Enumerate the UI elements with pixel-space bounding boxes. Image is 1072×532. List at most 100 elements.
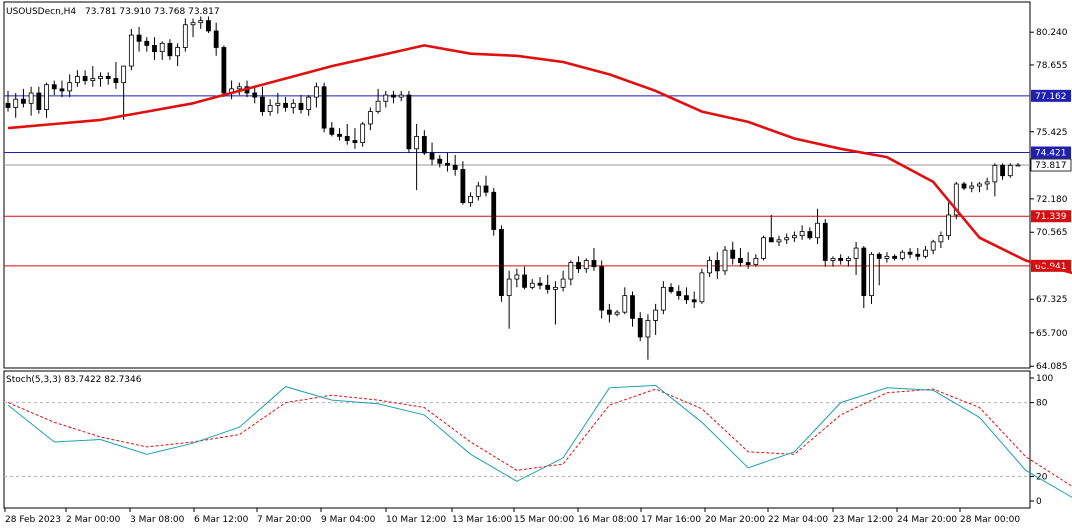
candle-body [730, 249, 736, 259]
level-tag-label: 77.162 [1035, 92, 1067, 102]
candle-body [352, 140, 358, 144]
candle-body [830, 258, 836, 261]
candle-body [876, 253, 882, 259]
candle-body [213, 30, 219, 48]
candle-body [923, 249, 928, 257]
time-tick-label: 23 Mar 12:00 [833, 515, 893, 525]
time-tick-label: 15 Mar 00:00 [514, 515, 574, 525]
price-tick-label: 72.180 [1036, 195, 1068, 205]
candle-body [344, 136, 350, 141]
candle-body [460, 169, 466, 203]
candle-body [622, 295, 628, 313]
candle-body [992, 164, 998, 183]
time-tick-label: 6 Mar 12:00 [194, 515, 249, 525]
candle-body [668, 286, 674, 292]
candle-body [953, 183, 959, 216]
price-tick-label: 80.240 [1036, 28, 1068, 38]
candle-body [175, 47, 181, 57]
candle-body [714, 260, 720, 272]
time-tick-label: 20 Mar 20:00 [705, 515, 765, 525]
time-tick-label: 7 Mar 20:00 [257, 515, 312, 525]
candle-body [691, 299, 697, 303]
candle-body [144, 40, 150, 46]
candle-body [606, 309, 612, 315]
time-tick-label: 17 Mar 16:00 [641, 515, 701, 525]
candle-body [722, 249, 728, 272]
stochastic-panel-frame [3, 370, 1031, 509]
candle-body [105, 76, 111, 79]
stochastic-tick-label: 80 [1036, 399, 1048, 409]
time-tick-label: 10 Mar 12:00 [386, 515, 446, 525]
time-tick-label: 2 Mar 00:00 [66, 515, 121, 525]
candle-body [221, 47, 227, 94]
candle-body [915, 253, 921, 257]
candle-body [583, 260, 589, 270]
time-tick-label: 16 Mar 08:00 [578, 515, 638, 525]
stochastic-tick-label: 20 [1036, 472, 1048, 482]
price-tick-label: 67.325 [1036, 295, 1068, 305]
symbol-timeframe: USOUSDecn,H4 [6, 7, 76, 17]
candle-body [499, 229, 504, 297]
candle-body [799, 231, 805, 237]
candle-body [1000, 164, 1005, 177]
time-tick-label: 3 Mar 08:00 [130, 515, 185, 525]
candle-body [383, 94, 389, 102]
candle-body [275, 102, 281, 106]
candle-body [152, 45, 157, 53]
price-tick-label: 64.085 [1036, 362, 1068, 372]
candle-body [506, 278, 512, 297]
candle-body [67, 82, 73, 92]
candle-body [946, 214, 952, 237]
candle-body [969, 185, 975, 189]
stochastic-tick-label: 100 [1036, 374, 1053, 384]
time-tick-label: 28 Mar 00:00 [960, 515, 1020, 525]
candle-body [845, 258, 851, 261]
stochastic-panel[interactable]: 100 80 20 0 [3, 370, 1072, 509]
candle-body [28, 92, 34, 104]
candle-body [113, 78, 119, 84]
stochastic-signal-line [7, 388, 1072, 487]
candle-body [884, 255, 890, 259]
time-tick-label: 22 Mar 04:00 [768, 515, 828, 525]
symbol-header: USOUSDecn,H4 73.781 73.910 73.768 73.817 [6, 7, 220, 17]
candle-body [329, 127, 335, 135]
candle-body [645, 320, 651, 338]
stochastic-tick-label: 0 [1036, 497, 1042, 507]
price-panel[interactable]: 80.240 78.655 75.425 72.180 70.565 67.325 65.7… [3, 1, 1072, 372]
candle-body [815, 222, 820, 239]
candle-body [537, 282, 543, 286]
time-tick-label: 24 Mar 20:00 [897, 515, 957, 525]
candle-body [414, 136, 420, 150]
stochastic-main-line [7, 384, 1072, 498]
candle-body [391, 94, 396, 98]
candle-body [784, 237, 790, 241]
candle-body [529, 282, 535, 288]
candle-body [630, 295, 635, 319]
candle-body [260, 96, 265, 112]
candle-body [429, 152, 435, 160]
candle-body [136, 34, 142, 42]
candle-body [907, 251, 913, 255]
candle-body [367, 111, 373, 125]
price-tick-label: 75.425 [1036, 128, 1068, 138]
candle-body [5, 102, 11, 108]
candle-body [90, 78, 96, 81]
candle-body [738, 258, 743, 263]
time-tick-label: 13 Mar 16:00 [452, 515, 512, 525]
candle-body [74, 76, 80, 84]
candle-body [306, 96, 312, 110]
candle-body [869, 253, 874, 297]
candle-body [676, 291, 682, 297]
candle-body [853, 247, 859, 259]
level-tag-background [1031, 89, 1071, 102]
candle-body [614, 311, 620, 315]
candle-body [337, 133, 342, 137]
candle-body [807, 231, 813, 239]
candle-body [437, 158, 443, 164]
candle-body [59, 88, 65, 92]
time-tick-label: 9 Mar 04:00 [321, 515, 376, 525]
candle-body [36, 92, 42, 110]
stochastic-label: Stoch(5,3,3) 83.7422 82.7346 [6, 375, 142, 385]
